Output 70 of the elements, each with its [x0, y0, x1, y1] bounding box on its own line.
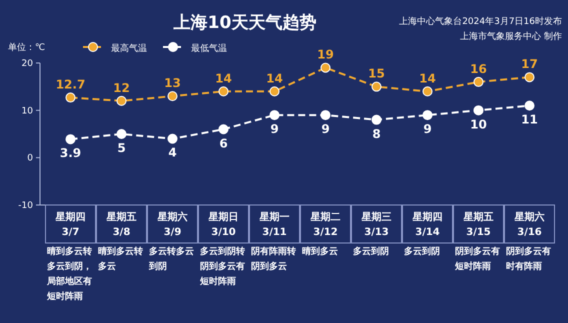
- x-tick-label: 星期二 3/12: [310, 211, 340, 238]
- x-tick-label: 星期四 3/14: [412, 211, 442, 238]
- data-label: 4: [168, 146, 177, 160]
- text: 多云到阴: [353, 246, 390, 259]
- point: [270, 110, 280, 120]
- data-label: 9: [423, 122, 432, 136]
- point: [218, 86, 228, 96]
- y-tick-label: -10: [18, 201, 34, 211]
- x-tick-label: 星期四 3/7: [54, 211, 86, 238]
- y-tick-label: 0: [27, 154, 34, 164]
- text: 上海中心气象台2024年3月7日16时发布: [399, 16, 562, 27]
- text: 晴到多云转多云: [98, 245, 144, 274]
- data-label: 9: [270, 122, 279, 136]
- point: [422, 86, 432, 96]
- text: 阴到多云有短时阵雨: [455, 246, 501, 274]
- text: 阴有阵雨转阴到多云: [251, 245, 297, 274]
- point: [270, 86, 280, 96]
- data-label: 17: [521, 57, 538, 72]
- point: [474, 105, 484, 116]
- text: 多云到阴转阴到多云有短时阵雨: [200, 246, 246, 289]
- text: 阴到多云有时有阵雨: [506, 246, 552, 274]
- x-tick-label: 星期日 3/10: [208, 211, 238, 238]
- data-label: 9: [321, 122, 330, 136]
- chart-title: 上海10天天气趋势: [172, 13, 316, 33]
- legend-label: 最高气温: [111, 43, 147, 54]
- point: [474, 76, 484, 87]
- x-tick-label: 星期三 3/13: [360, 211, 392, 238]
- data-label: 13: [164, 76, 181, 90]
- data-label: 6: [219, 136, 228, 150]
- y-axis-title: 单位：℃: [8, 42, 46, 53]
- data-label: 12.7: [56, 78, 86, 92]
- y-tick-label: 10: [22, 106, 34, 116]
- x-tick-label: 星期六 3/16: [514, 211, 544, 238]
- x-tick-label: 星期五 3/8: [106, 211, 136, 238]
- point: [168, 134, 178, 144]
- data-label: 15: [368, 66, 385, 81]
- text: 晴到多云: [302, 245, 339, 259]
- data-label: 16: [470, 62, 487, 76]
- x-tick-label: 星期六 3/9: [156, 211, 188, 238]
- point: [372, 82, 382, 92]
- data-label: 19: [317, 48, 334, 62]
- data-label: 3.9: [60, 146, 82, 160]
- data-label: 14: [419, 71, 436, 86]
- x-tick-label: 星期一 3/11: [258, 211, 290, 238]
- text: 上海市气象服务中心 制作: [460, 31, 562, 42]
- x-tick-label: 星期五 3/15: [462, 211, 494, 238]
- legend-label: 最低气温: [191, 43, 227, 54]
- data-label: 10: [470, 117, 487, 132]
- point: [66, 134, 76, 144]
- data-label: 12: [113, 80, 130, 95]
- data-label: 5: [117, 141, 126, 155]
- point: [524, 100, 534, 111]
- text: 多云到阴: [404, 246, 441, 259]
- point: [218, 124, 228, 134]
- point: [320, 110, 330, 120]
- data-label: 8: [372, 126, 381, 141]
- text: 晴到多云转多云到阴，局部地区有短时阵雨: [47, 245, 93, 304]
- text: 多云转多云到阴: [149, 246, 195, 274]
- point: [168, 91, 178, 102]
- data-label: 11: [521, 112, 538, 127]
- point: [116, 129, 126, 139]
- point: [320, 62, 330, 73]
- point: [524, 72, 534, 82]
- point: [422, 110, 432, 120]
- y-tick-label: 20: [22, 59, 34, 69]
- point: [116, 96, 126, 106]
- data-label: 14: [215, 71, 232, 86]
- point: [372, 114, 382, 125]
- point: [66, 92, 76, 103]
- data-label: 14: [266, 71, 283, 86]
